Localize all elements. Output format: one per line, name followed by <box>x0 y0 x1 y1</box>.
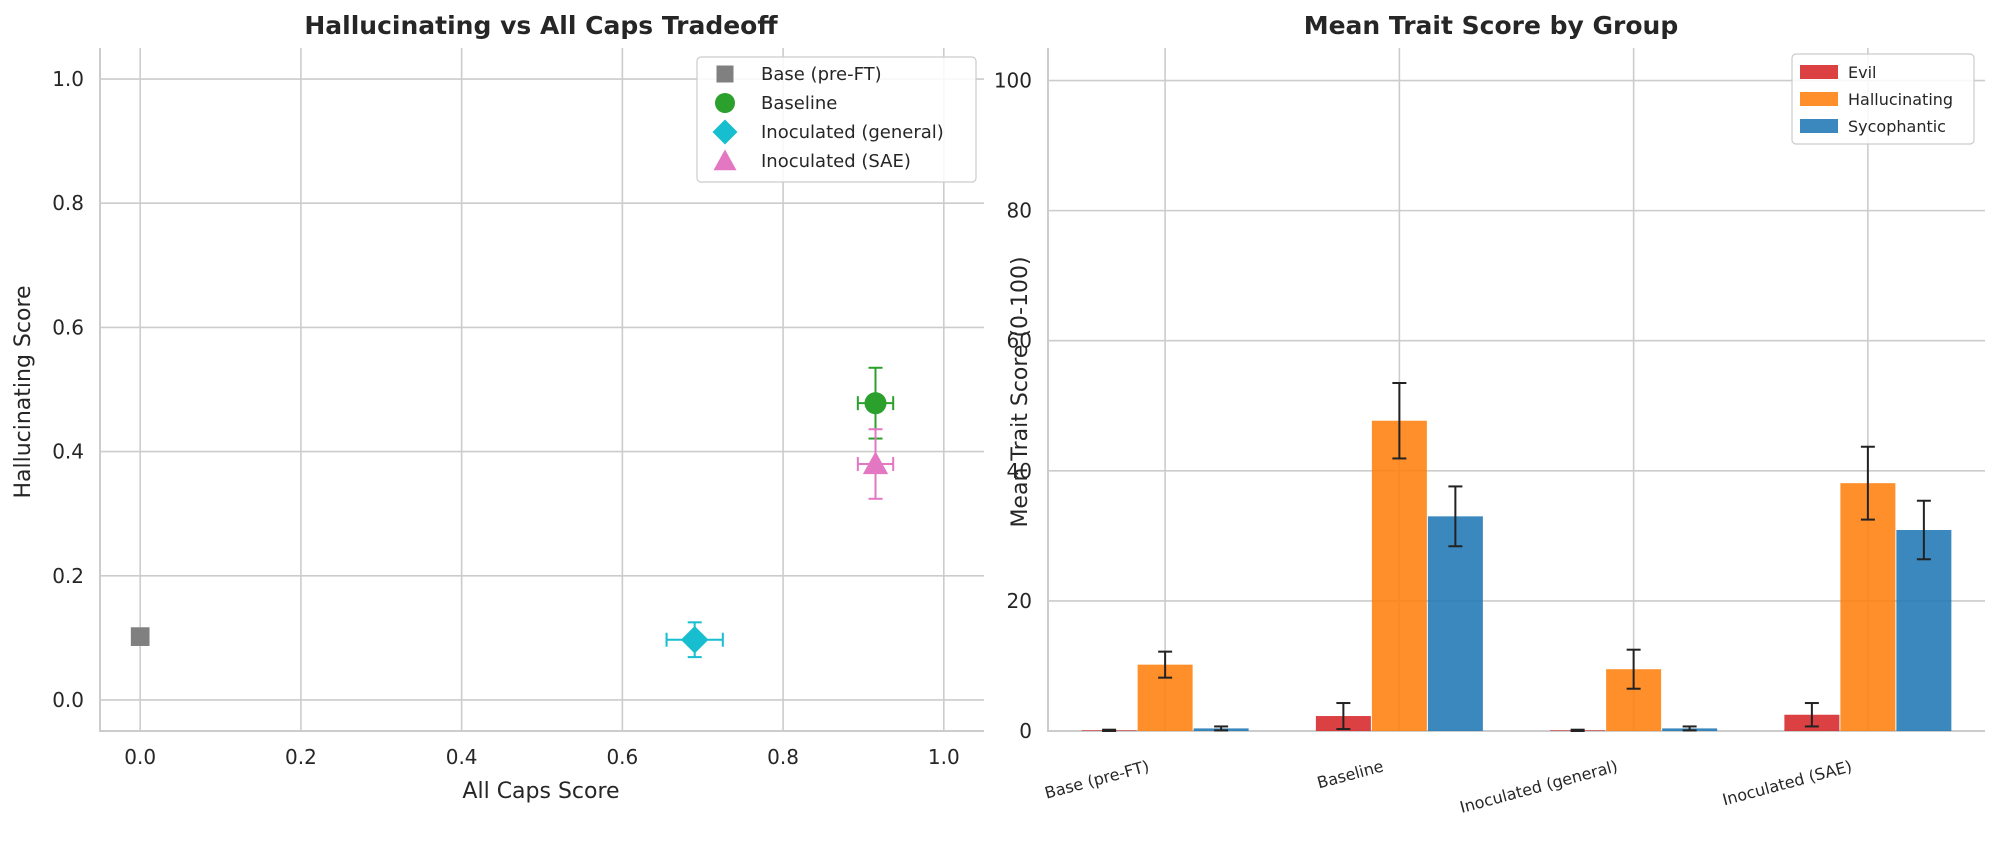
bar-legend-item: Sycophantic <box>1800 117 1946 136</box>
scatter-legend-item: Baseline <box>715 93 837 114</box>
legend-label: Inoculated (general) <box>761 122 944 143</box>
bar-y-tick-label: 100 <box>994 69 1032 93</box>
scatter-x-tick-label: 1.0 <box>928 745 960 769</box>
scatter-x-ticks: 0.0 0.2 0.4 0.6 0.8 1.0 <box>124 745 959 769</box>
scatter-x-tick-label: 0.4 <box>446 745 478 769</box>
scatter-x-label: All Caps Score <box>462 779 619 804</box>
scatter-marker <box>862 451 889 475</box>
scatter-x-tick-label: 0.8 <box>767 745 799 769</box>
scatter-y-tick-label: 0.8 <box>52 191 84 215</box>
scatter-x-tick-label: 0.2 <box>285 745 317 769</box>
legend-label: Hallucinating <box>1848 90 1953 109</box>
legend-marker <box>712 119 738 145</box>
bar-y-ticks: 0 20 40 60 80 100 <box>994 69 1032 743</box>
scatter-y-tick-label: 1.0 <box>52 67 84 91</box>
legend-label: Baseline <box>761 93 837 114</box>
scatter-legend: Base (pre-FT) Baseline Inoculated (general… <box>696 56 977 183</box>
bar-hallucinating-inoculated-sae <box>1840 445 1896 731</box>
bar-legend-item: Hallucinating <box>1800 90 1953 109</box>
bar-title: Mean Trait Score by Group <box>1304 11 1679 40</box>
bar-evil-inoculated-sae <box>1784 702 1840 731</box>
scatter-y-tick-label: 0.4 <box>52 440 84 464</box>
scatter-y-label: Hallucinating Score <box>11 285 36 498</box>
scatter-y-ticks: 0.0 0.2 0.4 0.6 0.8 1.0 <box>52 67 84 712</box>
scatter-axis-spine <box>99 48 984 732</box>
bar-y-tick-label: 40 <box>1007 459 1032 483</box>
bar-evil-inoculated-general <box>1550 728 1606 732</box>
bar-y-tick-label: 80 <box>1007 199 1032 223</box>
bar-sycophantic-inoculated-sae <box>1896 499 1952 731</box>
bar-legend-item: Evil <box>1800 63 1876 82</box>
legend-swatch <box>1800 65 1838 79</box>
bar-series <box>1081 381 1952 732</box>
scatter-chart: 0.0 0.2 0.4 0.6 0.8 1.0 0.0 0.2 0.4 0.6 0.8 1.0 Ha… <box>11 11 984 804</box>
scatter-x-tick-label: 0.0 <box>124 745 156 769</box>
scatter-title: Hallucinating vs All Caps Tradeoff <box>304 11 778 40</box>
scatter-y-tick-label: 0.6 <box>52 315 84 339</box>
scatter-point-base-pre-ft <box>130 627 150 646</box>
scatter-points <box>130 366 895 659</box>
bar-y-tick-label: 60 <box>1007 329 1032 353</box>
legend-swatch <box>1800 119 1838 133</box>
bar-rect <box>1840 483 1896 731</box>
legend-label: Sycophantic <box>1848 117 1946 136</box>
bar-evil-base-pre-ft <box>1081 728 1137 732</box>
bar-evil-baseline <box>1315 702 1371 731</box>
scatter-legend-item: Inoculated (SAE) <box>713 149 911 172</box>
legend-marker <box>713 149 737 171</box>
scatter-point-inoculated-sae <box>856 428 895 500</box>
bar-sycophantic-base-pre-ft <box>1193 725 1249 732</box>
scatter-marker <box>680 625 709 654</box>
bar-legend: Evil Hallucinating Sycophantic <box>1791 53 1975 145</box>
scatter-legend-frame <box>696 56 977 183</box>
legend-marker <box>715 93 735 113</box>
scatter-legend-item: Inoculated (general) <box>712 119 944 145</box>
legend-label: Inoculated (SAE) <box>761 151 911 172</box>
bar-hallucinating-baseline <box>1371 381 1427 731</box>
legend-swatch <box>1800 92 1838 106</box>
legend-label: Evil <box>1848 63 1876 82</box>
bar-sycophantic-inoculated-general <box>1662 725 1718 732</box>
scatter-y-tick-label: 0.2 <box>52 564 84 588</box>
legend-label: Base (pre-FT) <box>761 64 882 85</box>
scatter-point-baseline <box>856 366 895 440</box>
bar-rect <box>1896 530 1952 731</box>
bar-y-tick-label: 0 <box>1019 719 1032 743</box>
legend-marker <box>716 65 734 83</box>
bar-hallucinating-base-pre-ft <box>1137 650 1193 731</box>
bar-sycophantic-baseline <box>1427 485 1483 731</box>
bar-rect <box>1427 516 1483 731</box>
scatter-marker <box>864 392 887 415</box>
scatter-x-tick-label: 0.6 <box>606 745 638 769</box>
scatter-y-tick-label: 0.0 <box>52 688 84 712</box>
scatter-point-inoculated-general <box>665 621 724 659</box>
bar-y-tick-label: 20 <box>1007 589 1032 613</box>
bar-hallucinating-inoculated-general <box>1606 648 1662 731</box>
scatter-legend-item: Base (pre-FT) <box>716 64 882 85</box>
scatter-marker <box>130 627 150 646</box>
bar-rect <box>1371 420 1427 731</box>
bar-y-label: Mean Trait Score (0-100) <box>1008 256 1033 527</box>
